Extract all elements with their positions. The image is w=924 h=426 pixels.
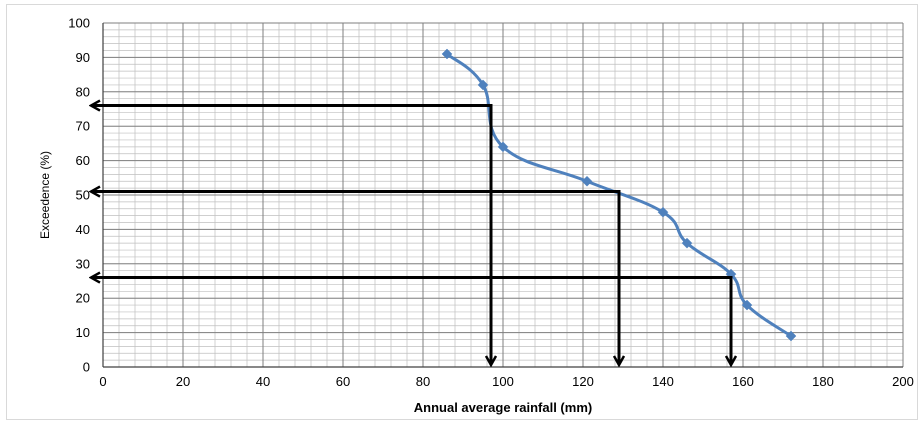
data-point-marker [441,48,453,60]
data-point-marker [497,141,509,153]
y-tick-label: 40 [76,222,90,237]
x-tick-label: 60 [336,374,350,389]
grid-lines [102,22,904,368]
y-tick-label: 100 [68,16,90,31]
x-tick-label: 80 [416,374,430,389]
x-tick-label: 20 [176,374,190,389]
data-point-marker [741,299,753,311]
x-tick-label: 160 [732,374,754,389]
y-tick-label: 50 [76,188,90,203]
data-point-marker [657,206,669,218]
data-point-marker [477,79,489,91]
data-point-marker [681,237,693,249]
y-tick-label: 10 [76,325,90,340]
y-tick-label: 20 [76,291,90,306]
y-tick-label: 80 [76,84,90,99]
y-axis-title: Exceedence (%) [38,151,52,239]
x-tick-label: 100 [492,374,514,389]
chart-frame [6,4,918,420]
x-axis-title: Annual average rainfall (mm) [414,400,592,415]
x-tick-label: 40 [256,374,270,389]
annotation-arrows [91,106,733,365]
data-point-marker [785,330,797,342]
data-point-marker [581,175,593,187]
x-tick-label: 120 [572,374,594,389]
x-tick-label: 0 [99,374,106,389]
x-tick-label: 200 [892,374,914,389]
y-tick-label: 60 [76,153,90,168]
x-tick-label: 140 [652,374,674,389]
x-tick-label: 180 [812,374,834,389]
y-tick-label: 70 [76,119,90,134]
y-tick-label: 30 [76,256,90,271]
y-tick-label: 0 [83,360,90,375]
y-tick-label: 90 [76,50,90,65]
